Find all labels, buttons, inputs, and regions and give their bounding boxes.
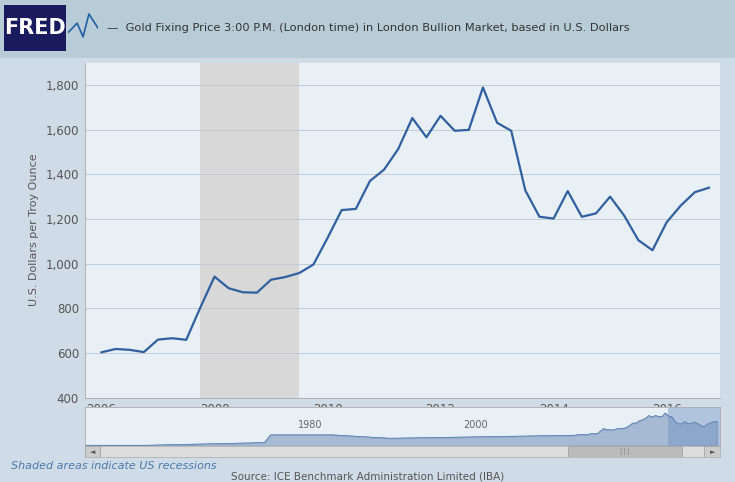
Text: —  Gold Fixing Price 3:00 P.M. (London time) in London Bullion Market, based in : — Gold Fixing Price 3:00 P.M. (London ti… [107, 24, 629, 33]
Text: 2000: 2000 [463, 420, 487, 429]
Text: |||: ||| [619, 448, 631, 455]
Text: ◄: ◄ [90, 449, 95, 455]
Bar [567, 446, 682, 457]
Bar [704, 446, 720, 457]
Text: Shaded areas indicate US recessions: Shaded areas indicate US recessions [11, 461, 217, 471]
Bar [201, 63, 299, 398]
Bar [668, 407, 720, 446]
Text: ►: ► [710, 449, 715, 455]
Text: 1980: 1980 [298, 420, 322, 429]
Y-axis label: U.S. Dollars per Troy Ounce: U.S. Dollars per Troy Ounce [29, 154, 38, 307]
Text: FRED: FRED [4, 18, 66, 38]
Text: Source: ICE Benchmark Administration Limited (IBA): Source: ICE Benchmark Administration Lim… [231, 471, 504, 481]
Bar [85, 446, 101, 457]
